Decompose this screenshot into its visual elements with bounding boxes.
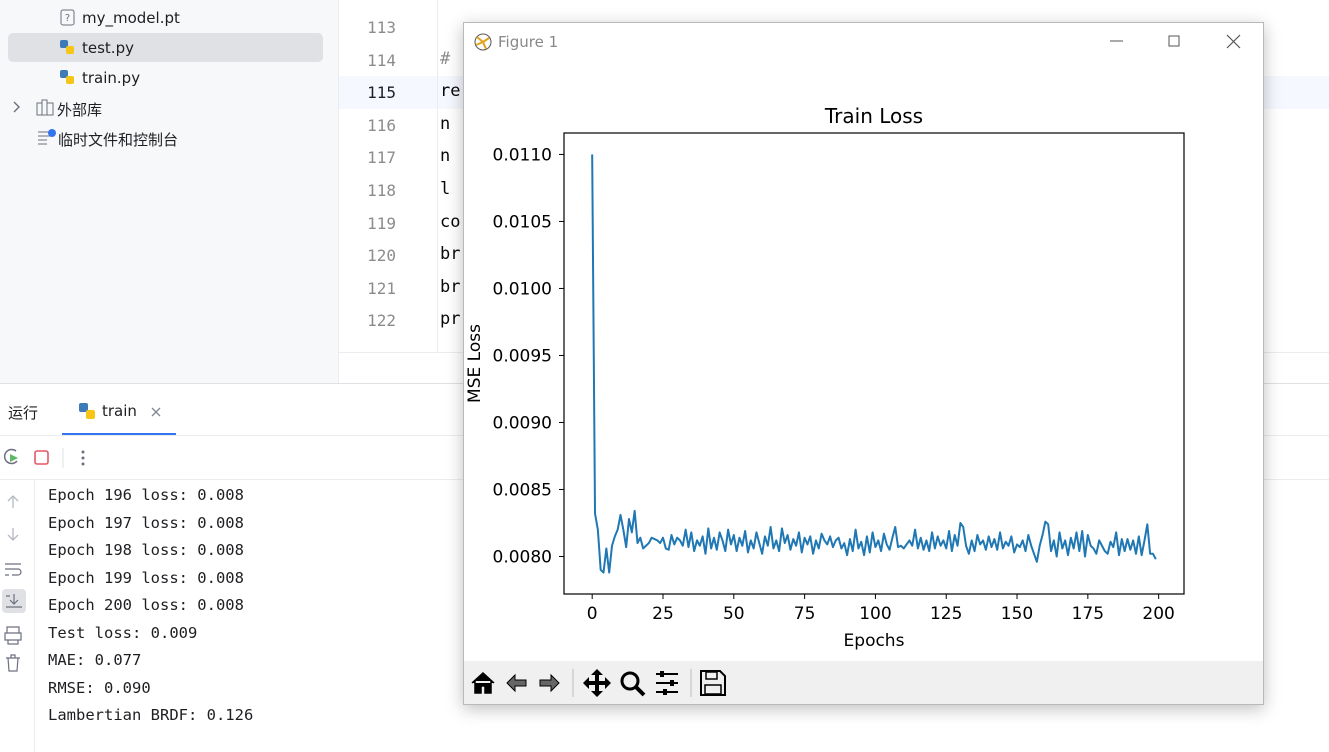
chart: Train Loss Epochs MSE Loss 0 25 50 75 100 125 150… [465,104,1185,651]
console-line: RMSE: 0.090 [48,678,151,697]
run-toolbar[interactable] [0,436,100,480]
python-icon [79,403,95,419]
console-line: Epoch 196 loss: 0.008 [48,486,244,504]
x-tick-label: 175 [1072,604,1104,624]
x-tick-label: 0 [587,604,598,624]
run-label: 运行 [8,404,39,422]
title-bar: Figure 1 [464,23,1263,61]
x-tick-label: 75 [794,604,816,624]
y-tick-label: 0.0105 [493,212,552,232]
x-tick-label: 150 [1001,604,1033,624]
console-line: Epoch 199 loss: 0.008 [48,568,244,587]
toolbar-icons[interactable] [464,661,744,704]
run-tab[interactable]: train [102,402,137,420]
plot-frame [563,132,1185,595]
x-tick-label: 25 [652,604,674,624]
y-tick-label: 0.0110 [493,145,552,165]
console-line: Epoch 198 loss: 0.008 [48,541,244,559]
window-title: Figure 1 [498,33,559,51]
line-number: 116 [367,115,396,135]
tree-item: train.py [82,69,141,87]
selection [8,33,323,62]
tree-icons: ? [13,9,75,145]
x-tick-label: 125 [930,604,962,624]
line-number: 118 [367,181,396,200]
gutter-divider [437,0,438,352]
chart-title: Train Loss [824,104,923,128]
figure-toolbar [464,661,1263,704]
tree-item: test.py [82,39,134,57]
side-divider [34,480,35,752]
line-number: 121 [367,278,396,298]
project-tree: ? my_model.pt test.py train.py 外部库临时文件和控制台 [0,0,339,383]
loss-line [591,154,1157,574]
console-line: Lambertian BRDF: 0.126 [48,706,254,724]
x-tick-label: 100 [859,604,891,624]
svg-text:?: ? [65,13,70,24]
line-number: 122 [367,311,396,331]
x-tick-label: 200 [1142,604,1174,624]
mpl-icon [474,33,492,51]
y-tick-label: 0.0090 [493,413,552,433]
line-number: 114 [367,50,396,70]
console-line: Test loss: 0.009 [48,623,198,642]
line-number: 119 [367,213,396,233]
y-tick-label: 0.0085 [493,480,552,500]
close-tab[interactable] [150,406,162,418]
code-line: n [440,146,451,167]
code-line: br [440,244,461,265]
code-line: # [440,48,451,69]
code-line: re [440,81,461,102]
code-line: n [440,113,451,134]
code-line: co [440,211,461,232]
window-controls[interactable] [1104,31,1264,55]
y-tick-label: 0.0095 [493,346,552,366]
line-number: 117 [367,148,396,168]
x-tick-label: 50 [723,604,745,624]
code-line: pr [440,309,461,330]
console-line: MAE: 0.077 [48,651,142,669]
tree-item: 临时文件和控制台 [58,131,179,149]
tree-item: my_model.pt [82,9,180,27]
line-number: 115 [367,83,396,103]
x-axis-label: Epochs [844,631,905,651]
line-number: 113 [367,18,396,37]
console-line: Epoch 200 loss: 0.008 [48,596,244,614]
code-line: l [440,179,451,199]
code-line: br [440,276,461,297]
y-tick-label: 0.0080 [493,547,552,567]
tree-item: 外部库 [57,101,103,119]
console-side-tools[interactable] [0,480,34,680]
tab-underline [62,433,176,435]
y-tick-label: 0.0100 [493,279,552,299]
figure-window: Figure 1 Train Loss Epochs MSE Loss 0 25 50 75… [463,22,1264,705]
line-number: 120 [367,246,396,266]
console-line: Epoch 197 loss: 0.008 [48,513,244,532]
y-axis-label: MSE Loss [465,324,485,403]
